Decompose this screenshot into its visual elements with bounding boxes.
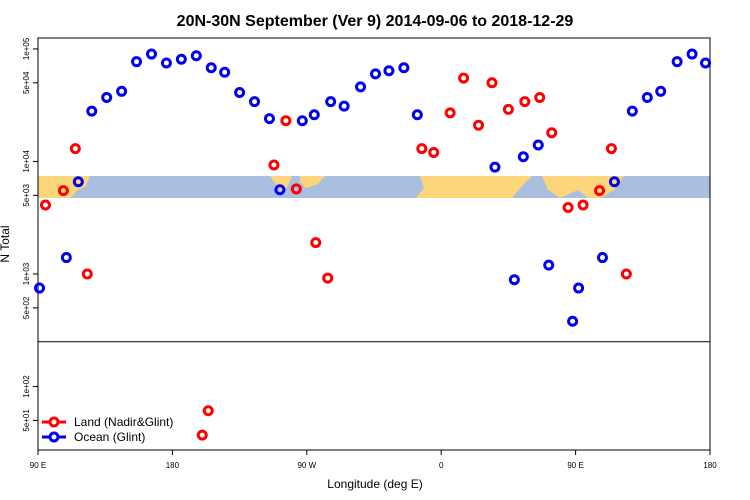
point: [532, 139, 544, 151]
point: [263, 113, 275, 125]
legend-marker: [48, 431, 60, 443]
point: [39, 199, 51, 211]
y-tick-label: 5e+03: [22, 184, 31, 207]
point: [671, 56, 683, 68]
point: [57, 185, 69, 197]
y-tick-label: 1e+04: [22, 150, 31, 173]
x-tick-label: 90 W: [297, 461, 316, 470]
point: [249, 96, 261, 108]
point: [308, 109, 320, 121]
point: [416, 143, 428, 155]
point: [428, 147, 440, 159]
point: [517, 151, 529, 163]
point: [196, 429, 208, 441]
point: [458, 72, 470, 84]
map-strip: [38, 176, 710, 198]
point: [398, 62, 410, 74]
point: [33, 282, 45, 294]
point: [605, 143, 617, 155]
point: [280, 115, 292, 127]
x-tick-label: 180: [703, 461, 717, 470]
land: [416, 176, 532, 198]
point: [202, 405, 214, 417]
point: [145, 48, 157, 60]
point: [620, 268, 632, 280]
point: [608, 176, 620, 188]
point: [641, 92, 653, 104]
legend-label: Ocean (Glint): [74, 430, 145, 444]
point: [573, 282, 585, 294]
point: [175, 53, 187, 65]
point: [101, 92, 113, 104]
y-tick-label: 5e+01: [22, 409, 31, 432]
point: [219, 66, 231, 78]
point: [473, 119, 485, 131]
point: [534, 92, 546, 104]
point: [131, 56, 143, 68]
point: [700, 57, 712, 69]
y-tick-label: 1e+02: [22, 375, 31, 398]
point: [489, 161, 501, 173]
point: [508, 274, 520, 286]
y-tick-label: 1e+03: [22, 262, 31, 285]
point: [116, 85, 128, 97]
y-axis-title: N Total: [0, 225, 12, 262]
point: [519, 96, 531, 108]
point: [86, 105, 98, 117]
point: [596, 252, 608, 264]
point: [72, 176, 84, 188]
land: [270, 176, 292, 192]
point: [546, 127, 558, 139]
point: [274, 184, 286, 196]
point: [593, 185, 605, 197]
point: [567, 315, 579, 327]
point: [60, 252, 72, 264]
x-tick-label: 90 E: [30, 461, 46, 470]
plot-frame: [37, 37, 711, 451]
y-tick-label: 5e+04: [22, 71, 31, 94]
point: [325, 96, 337, 108]
legend-label: Land (Nadir&Glint): [74, 415, 173, 429]
x-tick-label: 90 E: [567, 461, 583, 470]
x-tick-label: 180: [166, 461, 180, 470]
point: [268, 159, 280, 171]
point: [290, 183, 302, 195]
y-tick-label: 5e+02: [22, 296, 31, 319]
point: [190, 50, 202, 62]
point: [686, 48, 698, 60]
x-tick-label: 0: [439, 461, 444, 470]
x-axis-title: Longitude (deg E): [327, 477, 422, 491]
point: [234, 86, 246, 98]
chart-title: 20N-30N September (Ver 9) 2014-09-06 to …: [177, 13, 574, 30]
land: [300, 176, 325, 188]
y-tick-label: 1e+05: [22, 37, 31, 60]
point: [543, 259, 555, 271]
point: [322, 272, 334, 284]
point: [502, 103, 514, 115]
point: [444, 107, 456, 119]
point: [655, 85, 667, 97]
point: [205, 62, 217, 74]
point: [411, 109, 423, 121]
point: [81, 268, 93, 280]
point: [369, 68, 381, 80]
point: [355, 81, 367, 93]
point: [69, 143, 81, 155]
point: [310, 237, 322, 249]
point: [626, 105, 638, 117]
legend-marker: [48, 416, 60, 428]
point: [486, 77, 498, 89]
point: [160, 57, 172, 69]
ocean-strip: [38, 176, 710, 198]
point: [338, 100, 350, 112]
point: [577, 199, 589, 211]
point: [562, 201, 574, 213]
point: [296, 115, 308, 127]
point: [383, 65, 395, 77]
